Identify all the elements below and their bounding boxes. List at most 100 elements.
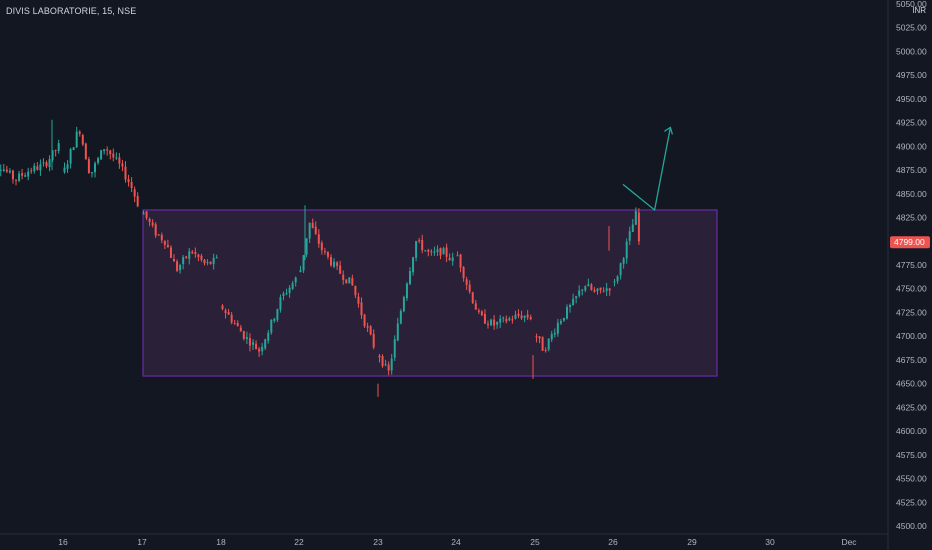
candle-body — [97, 158, 100, 163]
candle-body — [393, 339, 396, 358]
candle-body — [311, 222, 314, 228]
candle-body — [5, 169, 8, 172]
candle-body — [396, 323, 399, 341]
candle-body — [559, 320, 562, 324]
candle-body — [221, 305, 224, 310]
candle-body — [511, 319, 514, 321]
price-axis-tick-label: 5000.00 — [896, 46, 927, 56]
candle-body — [471, 292, 474, 304]
candle-body — [535, 336, 538, 338]
candle-body — [378, 355, 381, 358]
candle-body — [562, 317, 565, 321]
candle-body — [245, 337, 248, 340]
candle-body — [2, 169, 5, 171]
candle-body — [15, 179, 17, 181]
candle-body — [242, 331, 245, 339]
candle-body — [480, 311, 483, 316]
candle-body — [112, 153, 115, 158]
candle-body — [154, 224, 157, 236]
candle-body — [613, 281, 616, 283]
candle-body — [372, 333, 375, 348]
candle-body — [94, 163, 96, 173]
candle-body — [42, 162, 45, 164]
time-axis-tick-label: 18 — [216, 537, 226, 547]
candle-body — [145, 211, 148, 218]
candle-body — [421, 239, 424, 251]
candle-body — [581, 289, 584, 291]
candle-body — [106, 149, 109, 151]
candle-body — [496, 321, 499, 325]
candle-body — [212, 257, 215, 265]
candle-body — [133, 189, 136, 197]
candle-body — [51, 150, 54, 160]
time-axis-tick-label: 24 — [451, 537, 461, 547]
consolidation-zone — [142, 209, 718, 377]
candle-body — [279, 297, 282, 310]
candle-body — [0, 169, 2, 171]
projection-arrow-line — [622, 127, 672, 212]
candle-body — [424, 250, 427, 252]
price-axis-tick-label: 4950.00 — [896, 94, 927, 104]
candle-body — [490, 319, 493, 326]
candle-body — [151, 222, 154, 226]
candle-body — [248, 338, 251, 346]
candle-body — [258, 348, 261, 352]
candle-body — [169, 247, 172, 258]
candle-body — [354, 285, 357, 296]
candle-body — [179, 265, 182, 271]
currency-label: INR — [912, 6, 926, 15]
candle-body — [442, 248, 445, 255]
candle-body — [553, 332, 556, 335]
candle-body — [477, 310, 480, 312]
price-axis-tick-label: 4525.00 — [896, 497, 927, 507]
candle-body — [66, 164, 69, 169]
candle-body — [342, 274, 345, 280]
candle-body — [264, 339, 267, 349]
candle-body — [541, 337, 544, 351]
candle-body — [323, 251, 326, 253]
time-axis-tick-label: 25 — [530, 537, 540, 547]
price-axis-tick-label: 4750.00 — [896, 284, 927, 294]
candle-body — [148, 218, 151, 222]
candle-body — [499, 318, 502, 323]
candle-body — [366, 326, 369, 328]
candle-body — [584, 286, 587, 291]
candle-body — [30, 170, 33, 172]
candle-body — [100, 150, 103, 160]
candle-body — [239, 327, 242, 332]
candle-body — [24, 175, 27, 177]
candle-body — [508, 318, 511, 321]
price-axis-tick-label: 4925.00 — [896, 118, 927, 128]
time-axis-tick-label: Dec — [841, 537, 857, 547]
candle-body — [317, 234, 320, 244]
time-axis-tick-label: 30 — [765, 537, 775, 547]
candle-body — [483, 313, 486, 324]
candle-body — [333, 261, 336, 267]
candle-body — [351, 278, 354, 286]
candle-body — [520, 315, 523, 319]
candle-body — [285, 293, 288, 295]
candle-body — [294, 277, 297, 283]
candle-body — [505, 318, 508, 322]
candle-body — [160, 234, 163, 241]
price-axis-tick-label: 4650.00 — [896, 379, 927, 389]
candle-body — [572, 298, 575, 306]
candle-body — [206, 262, 209, 264]
candle-body — [215, 257, 218, 259]
price-axis-tick-label: 4675.00 — [896, 355, 927, 365]
candle-body — [418, 240, 421, 242]
price-axis-tick-label: 4725.00 — [896, 307, 927, 317]
candle-body — [115, 157, 118, 159]
candle-body — [127, 179, 130, 183]
candle-body — [381, 356, 384, 367]
candle-body — [200, 255, 203, 260]
candle-body — [619, 263, 622, 276]
candle-body — [8, 170, 11, 173]
candle-body — [103, 149, 106, 152]
candle-body — [468, 284, 471, 292]
candle-body — [538, 336, 541, 339]
candle-body — [302, 255, 305, 271]
candle-body — [18, 173, 21, 181]
